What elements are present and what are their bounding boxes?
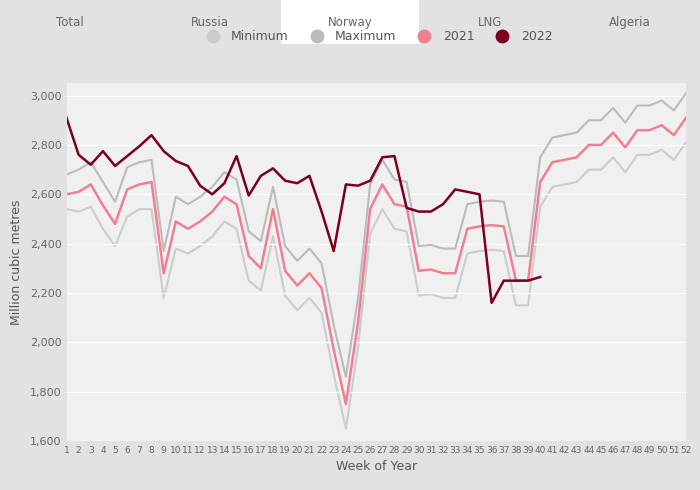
Text: LNG: LNG [478,16,502,28]
FancyBboxPatch shape [561,0,699,44]
Text: Russia: Russia [191,16,229,28]
Y-axis label: Million cubic metres: Million cubic metres [10,199,23,325]
FancyBboxPatch shape [281,0,419,44]
Text: Algeria: Algeria [609,16,651,28]
Text: Norway: Norway [328,16,372,28]
Text: Total: Total [56,16,84,28]
FancyBboxPatch shape [1,0,139,44]
FancyBboxPatch shape [421,0,559,44]
X-axis label: Week of Year: Week of Year [336,461,416,473]
Legend: Minimum, Maximum, 2021, 2022: Minimum, Maximum, 2021, 2022 [195,25,557,48]
FancyBboxPatch shape [141,0,279,44]
